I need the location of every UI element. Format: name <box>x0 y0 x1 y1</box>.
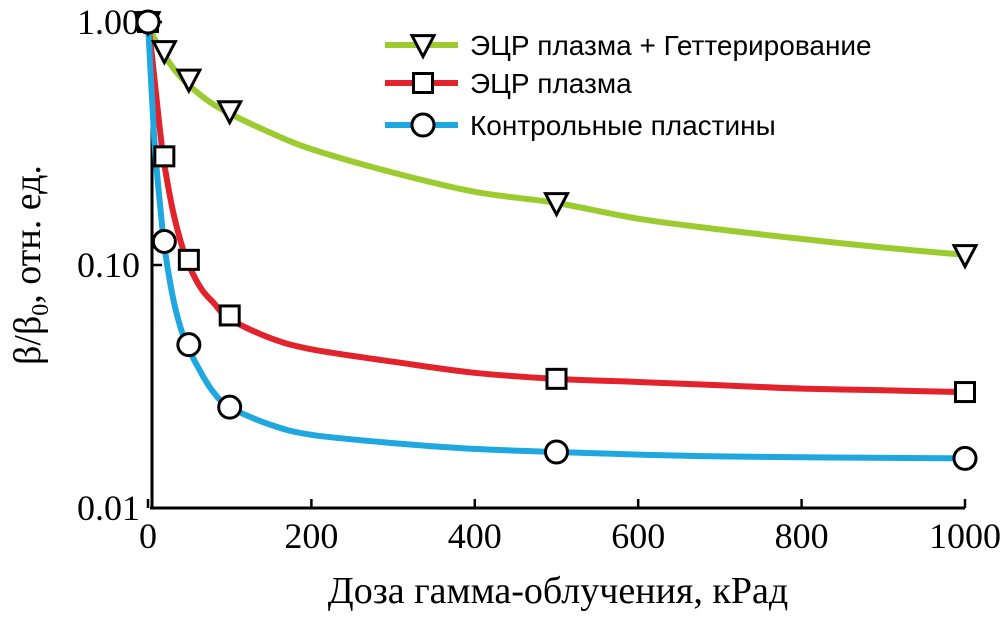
data-point-1 <box>177 248 200 271</box>
data-point-2 <box>135 9 161 35</box>
data-point-2 <box>151 228 177 254</box>
x-tick-label: 0 <box>139 516 157 556</box>
y-tick-label: 0.01 <box>77 488 140 528</box>
y-ticks: 1.00 0.10 0.01 <box>77 2 162 528</box>
data-point-2 <box>544 439 569 465</box>
data-point-1 <box>218 304 241 327</box>
data-point-1 <box>954 381 976 404</box>
legend-label-2: Контрольные пластины <box>470 110 776 141</box>
data-point-1 <box>153 145 176 168</box>
legend-marker-2 <box>410 112 436 138</box>
y-axis-title-main: β/β <box>7 316 49 365</box>
series-markers <box>134 9 979 471</box>
legend-label-0: ЭЦР плазма + Геттерирование <box>470 30 872 61</box>
legend-label-1: ЭЦР плазма <box>470 68 632 99</box>
x-tick-label: 600 <box>611 516 665 556</box>
legend-marker-0 <box>409 34 437 60</box>
x-tick-label: 1000 <box>929 516 1001 556</box>
data-point-1 <box>545 367 568 390</box>
data-point-0 <box>150 40 178 66</box>
legend-marker-1 <box>412 72 434 94</box>
y-tick-label: 1.00 <box>77 2 140 42</box>
y-axis-title-subscript: 0 <box>28 304 54 316</box>
y-axis-title: β/β0, отн. ед. <box>7 165 54 365</box>
data-point-0 <box>216 100 244 126</box>
data-point-2 <box>217 394 243 420</box>
data-point-2 <box>952 445 978 471</box>
data-point-0 <box>951 244 979 270</box>
data-point-2 <box>176 332 202 358</box>
x-tick-label: 800 <box>775 516 829 556</box>
y-axis-title-rest: , отн. ед. <box>7 165 49 304</box>
x-tick-label: 400 <box>448 516 502 556</box>
data-point-0 <box>543 192 570 218</box>
data-point-0 <box>175 68 203 95</box>
x-tick-label: 200 <box>284 516 338 556</box>
x-axis-title: Доза гамма-облучения, кРад <box>328 570 788 612</box>
y-tick-label: 0.10 <box>77 245 140 285</box>
x-ticks: 0 200 400 600 800 1000 <box>139 499 1001 556</box>
legend: ЭЦР плазма + Геттерирование ЭЦР плазма Кон… <box>385 30 872 141</box>
